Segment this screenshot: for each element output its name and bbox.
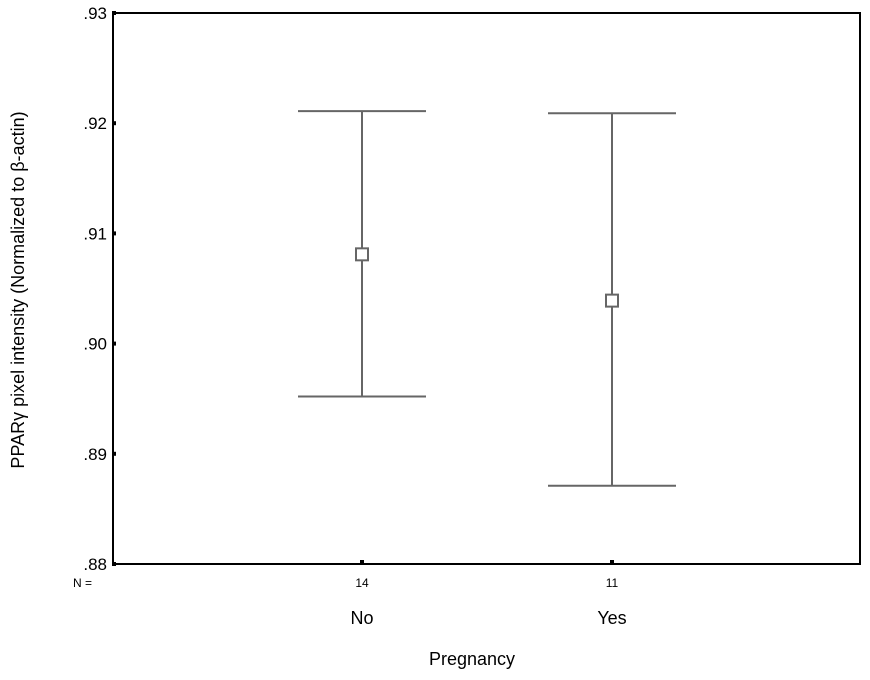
x-axis-title: Pregnancy xyxy=(429,649,515,669)
error-bar-yes xyxy=(548,112,676,487)
plot-frame xyxy=(112,12,861,565)
y-tick-label: .89 xyxy=(83,445,107,464)
y-axis-title: PPARγ pixel intensity (Normalized to β-a… xyxy=(8,111,28,468)
mean-marker xyxy=(355,247,369,262)
x-axis-ticks: 14 No 11 Yes xyxy=(350,560,627,628)
category-label: Yes xyxy=(597,608,626,628)
y-tick-label: .90 xyxy=(83,335,107,354)
y-tick-label: .91 xyxy=(83,224,107,243)
y-tick-label: .88 xyxy=(83,555,107,574)
mean-marker xyxy=(605,293,619,308)
error-bar-no xyxy=(298,110,426,398)
category-label: No xyxy=(350,608,373,628)
y-tick-label: .93 xyxy=(83,4,107,23)
y-tick-label: .92 xyxy=(83,114,107,133)
n-label: N = xyxy=(73,576,92,590)
error-bars xyxy=(298,110,676,487)
y-axis-ticks: .88 .89 .90 .91 .92 .93 xyxy=(83,4,116,574)
n-value: 11 xyxy=(606,576,619,590)
n-value: 14 xyxy=(355,576,369,590)
